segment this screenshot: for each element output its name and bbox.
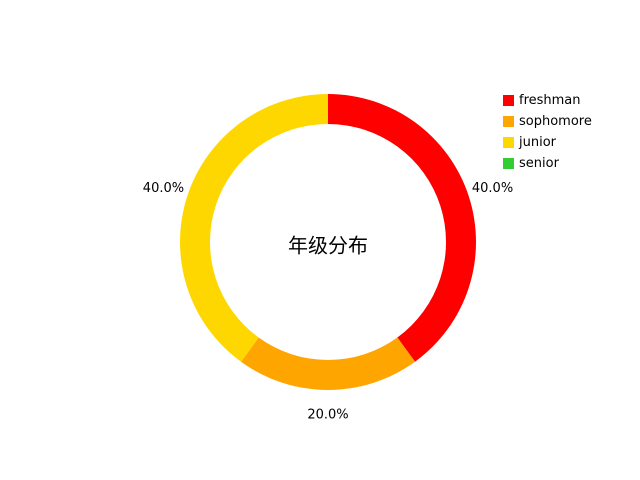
legend-swatch-sophomore (503, 116, 514, 127)
legend-item-senior: senior (503, 153, 592, 174)
legend-label-sophomore: sophomore (519, 114, 592, 129)
percentage-labels: 40.0% 20.0% 40.0% (143, 181, 513, 422)
legend-swatch-senior (503, 158, 514, 169)
legend-swatch-junior (503, 137, 514, 148)
pct-label-freshman: 40.0% (472, 181, 513, 196)
legend-label-junior: junior (519, 135, 557, 150)
pct-label-junior: 40.0% (143, 181, 184, 196)
legend-swatch-freshman (503, 95, 514, 106)
legend: freshman sophomore junior senior (503, 90, 592, 174)
pct-label-sophomore: 20.0% (307, 408, 348, 423)
slice-sophomore (241, 337, 415, 391)
legend-item-junior: junior (503, 132, 592, 153)
slice-junior (179, 94, 328, 362)
donut-slices (179, 94, 477, 391)
legend-item-sophomore: sophomore (503, 111, 592, 132)
legend-label-freshman: freshman (519, 93, 581, 108)
legend-item-freshman: freshman (503, 90, 592, 111)
slice-freshman (328, 94, 477, 362)
legend-label-senior: senior (519, 156, 559, 171)
center-label: 年级分布 (288, 234, 368, 258)
